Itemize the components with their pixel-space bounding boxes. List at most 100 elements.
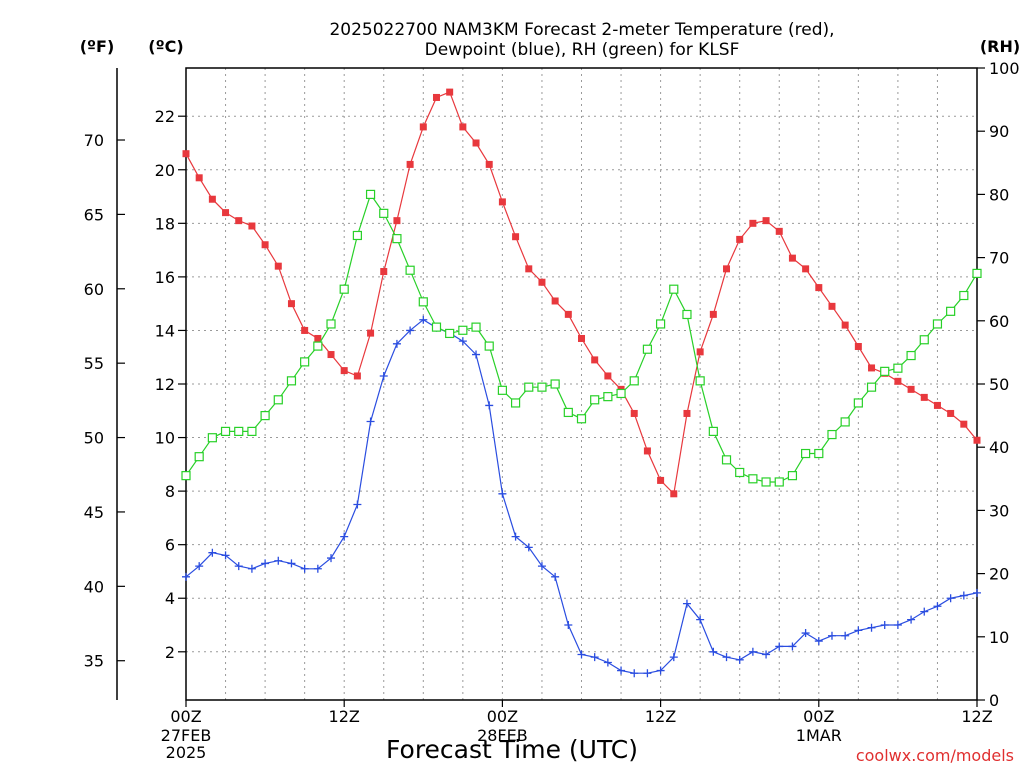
temperature-point	[419, 123, 427, 131]
celsius-tick-label: 4	[165, 589, 175, 608]
dewpoint-point	[735, 655, 744, 664]
dewpoint-point	[327, 554, 336, 563]
temperature-point	[657, 476, 665, 484]
x-tick-label: 00Z	[170, 707, 201, 726]
rh-point	[774, 477, 784, 487]
temperature-point	[670, 490, 678, 498]
rh-tick-label: 10	[989, 628, 1009, 647]
temperature-point	[973, 436, 981, 444]
dewpoint-point	[893, 621, 902, 630]
rh-point	[392, 234, 402, 244]
dewpoint-point	[406, 326, 415, 335]
rh-point	[919, 335, 929, 345]
temperature-point	[472, 139, 480, 147]
celsius-unit-label: (ºC)	[148, 37, 183, 56]
x-date-label: 28FEB	[477, 726, 528, 745]
celsius-tick-label: 20	[155, 161, 175, 180]
temperature-point	[538, 278, 546, 286]
dewpoint-point	[709, 647, 718, 656]
celsius-tick-label: 6	[165, 536, 175, 555]
temperature-point	[788, 254, 796, 262]
dewpoint-point	[854, 626, 863, 635]
rh-point	[840, 417, 850, 427]
rh-point	[655, 319, 666, 329]
rh-point	[893, 363, 903, 373]
celsius-tick-label: 10	[155, 429, 175, 448]
rh-point	[629, 376, 639, 386]
rh-point	[379, 208, 389, 218]
rh-point	[853, 398, 863, 408]
x-year-label: 2025	[166, 743, 207, 762]
dewpoint-point	[313, 564, 322, 573]
dewpoint-point	[748, 647, 757, 656]
rh-point	[932, 319, 943, 329]
rh-point	[181, 471, 191, 481]
temperature-point	[696, 348, 704, 356]
rh-point	[669, 284, 679, 294]
x-date-label: 1MAR	[796, 726, 842, 745]
dewpoint-point	[300, 564, 309, 573]
fahrenheit-unit-label: (ºF)	[80, 37, 115, 56]
temperature-point	[551, 297, 559, 305]
dewpoint-point	[472, 350, 481, 359]
rh-tick-label: 60	[989, 312, 1009, 331]
dewpoint-point	[682, 599, 691, 608]
temperature-point	[353, 372, 361, 380]
x-tick-label: 12Z	[961, 707, 992, 726]
temperature-point	[248, 222, 256, 230]
rh-tick-label: 70	[989, 249, 1009, 268]
rh-unit-label: (RH)	[980, 37, 1020, 56]
temperature-point	[459, 123, 467, 131]
rh-point	[524, 382, 534, 392]
temperature-point	[723, 265, 731, 273]
x-date-label: 27FEB	[161, 726, 212, 745]
temperature-point	[235, 217, 243, 225]
celsius-tick-label: 12	[155, 375, 175, 394]
rh-tick-label: 20	[989, 565, 1009, 584]
rh-point	[260, 411, 270, 421]
temperature-point	[630, 409, 638, 417]
temperature-point	[604, 372, 612, 380]
rh-tick-label: 40	[989, 438, 1009, 457]
x-tick-label: 00Z	[803, 707, 834, 726]
dewpoint-point	[880, 621, 889, 630]
dewpoint-point	[261, 559, 270, 568]
chart-title-line1: 2025022700 NAM3KM Forecast 2-meter Tempe…	[329, 20, 834, 40]
rh-point	[866, 382, 877, 392]
temperature-point	[591, 356, 599, 364]
temperature-point	[195, 174, 203, 182]
temperature-point	[841, 321, 849, 329]
rh-point	[880, 366, 890, 376]
rh-tick-label: 0	[989, 691, 999, 710]
dewpoint-point	[234, 562, 243, 571]
rh-point	[721, 455, 732, 465]
temperature-point	[736, 235, 744, 243]
dewpoint-point	[656, 666, 665, 675]
rh-point	[827, 429, 837, 440]
rh-point	[300, 357, 310, 367]
temperature-point	[683, 409, 691, 417]
dewpoint-point	[590, 653, 599, 662]
dewpoint-point	[933, 602, 942, 611]
axis-labels: 2 4 6 8 10 12 14 16 18 20 22 35 40 45 50 55 60 65 70 0 10 20 3…	[84, 59, 1020, 762]
dewpoint-point	[182, 572, 190, 581]
dewpoint-point	[801, 629, 810, 638]
temperature-point	[485, 160, 493, 168]
temperature-point	[393, 217, 401, 225]
rh-point	[207, 433, 217, 443]
rh-point	[616, 388, 626, 399]
rh-point	[735, 467, 745, 478]
rh-point	[365, 189, 376, 199]
celsius-tick-label: 22	[155, 107, 175, 126]
dewpoint-point	[775, 642, 784, 651]
dewpoint-point	[814, 637, 823, 646]
temperature-point	[301, 326, 309, 334]
chart-title-line2: Dewpoint (blue), RH (green) for KLSF	[425, 40, 740, 60]
temperature-point	[367, 329, 375, 337]
temperature-point	[960, 420, 968, 428]
dewpoint-point	[946, 594, 955, 603]
rh-point	[418, 297, 428, 307]
rh-point	[247, 426, 257, 436]
dewpoint-point	[458, 337, 467, 346]
